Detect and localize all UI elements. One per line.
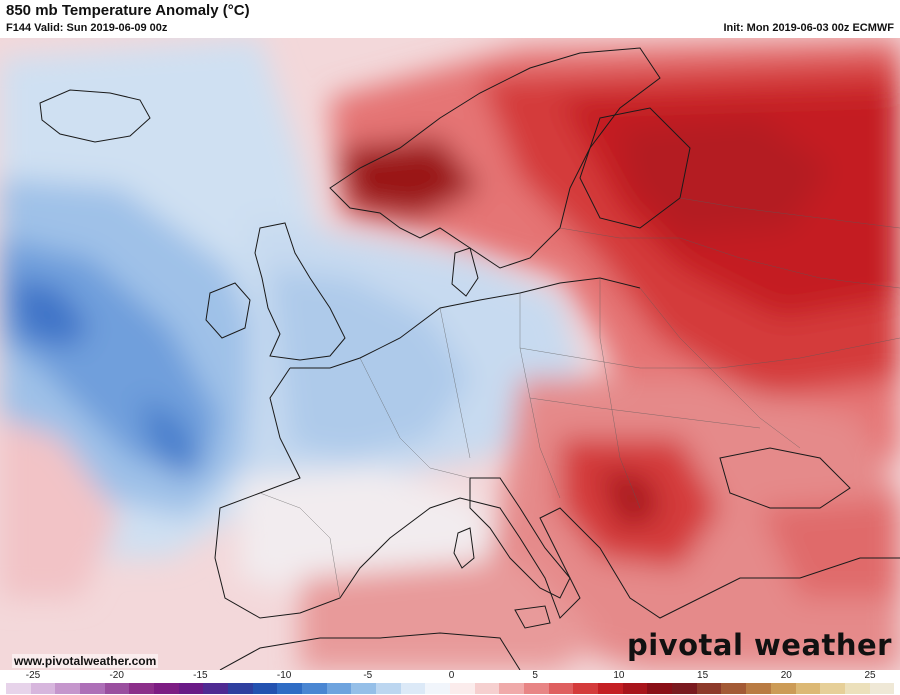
iceland-outline (39, 89, 151, 143)
colorbar-tick-label: 20 (780, 670, 792, 681)
north-africa-coast (219, 632, 521, 670)
colorbar-tick-label: 10 (613, 670, 625, 681)
colorbar-swatch (820, 683, 845, 694)
continent-coast (214, 277, 900, 619)
colorbar-ticks: -25 -20 -15 -10 -5 0 5 10 15 20 25 (0, 670, 900, 682)
brand-logo-text: pivotal weather (626, 628, 892, 662)
sicily-outline (514, 605, 551, 629)
colorbar-tick-label: -10 (276, 670, 292, 681)
ireland-outline (205, 282, 251, 339)
anomaly-map (0, 38, 900, 670)
finland-outline (579, 107, 691, 229)
colorbar-tick-label: 15 (697, 670, 709, 681)
colorbar-tick-label: -25 (25, 670, 41, 681)
colorbar-swatch (770, 683, 796, 694)
colorbar-swatch (573, 683, 599, 694)
colorbar-swatch (30, 683, 56, 694)
colorbar-tick-label: -15 (193, 670, 208, 681)
colorbar-swatch (376, 683, 401, 694)
colorbar-swatch (252, 683, 278, 694)
colorbar-swatch (154, 683, 179, 694)
colorbar-swatch (104, 683, 130, 694)
colorbar-swatch (499, 683, 525, 694)
colorbar-tick-label: 25 (864, 670, 876, 681)
colorbar-swatch (6, 683, 31, 694)
colorbar-swatch (869, 683, 895, 694)
colorbar-swatch (400, 683, 426, 694)
colorbar-swatch (129, 683, 155, 694)
colorbar-swatch (351, 683, 377, 694)
colorbar-swatch (746, 683, 771, 694)
colorbar-swatch (450, 683, 475, 694)
country-borders (259, 197, 900, 599)
map-header: 850 mb Temperature Anomaly (°C) F144 Val… (0, 0, 900, 38)
sardinia-outline (453, 527, 475, 569)
model-init-time: Init: Mon 2019-06-03 00z ECMWF (723, 22, 894, 34)
colorbar-swatch (277, 683, 303, 694)
colorbar-swatch (696, 683, 722, 694)
coastlines (39, 47, 900, 670)
colorbar-swatch (672, 683, 697, 694)
colorbar-tick-label: 0 (448, 670, 455, 681)
colorbar-swatch (647, 683, 673, 694)
colorbar-swatch (524, 683, 549, 694)
map-title: 850 mb Temperature Anomaly (°C) (6, 2, 250, 19)
colorbar-swatch (844, 683, 870, 694)
denmark-outline (451, 247, 479, 297)
colorbar-swatch (326, 683, 352, 694)
black-sea-outline (719, 447, 851, 509)
colorbar-tick-label: -20 (109, 670, 124, 681)
colorbar-swatch (55, 683, 81, 694)
colorbar-tick-label: -5 (363, 670, 373, 681)
colorbar-swatch (425, 683, 451, 694)
colorbar-swatch (598, 683, 623, 694)
scandinavia-outline (329, 47, 661, 269)
colorbar-swatch (474, 683, 500, 694)
colorbar-swatch (228, 683, 253, 694)
colorbar-strip (6, 683, 895, 694)
colorbar-swatch (548, 683, 574, 694)
anomaly-field (0, 38, 900, 670)
britain-outline (254, 222, 346, 361)
colorbar-legend: -25 -20 -15 -10 -5 0 5 10 15 20 25 (0, 670, 900, 695)
colorbar-swatch (302, 683, 327, 694)
colorbar-swatch (203, 683, 229, 694)
website-credit: www.pivotalweather.com (12, 654, 159, 668)
colorbar-swatch (721, 683, 747, 694)
colorbar-swatch (178, 683, 204, 694)
colorbar-swatch (80, 683, 105, 694)
colorbar-swatch (622, 683, 648, 694)
colorbar-tick-label: 5 (532, 670, 538, 681)
colorbar-swatch (795, 683, 821, 694)
italy-outline (469, 477, 571, 599)
anomaly-blobs (0, 38, 900, 670)
forecast-valid-time: F144 Valid: Sun 2019-06-09 00z (6, 22, 168, 34)
